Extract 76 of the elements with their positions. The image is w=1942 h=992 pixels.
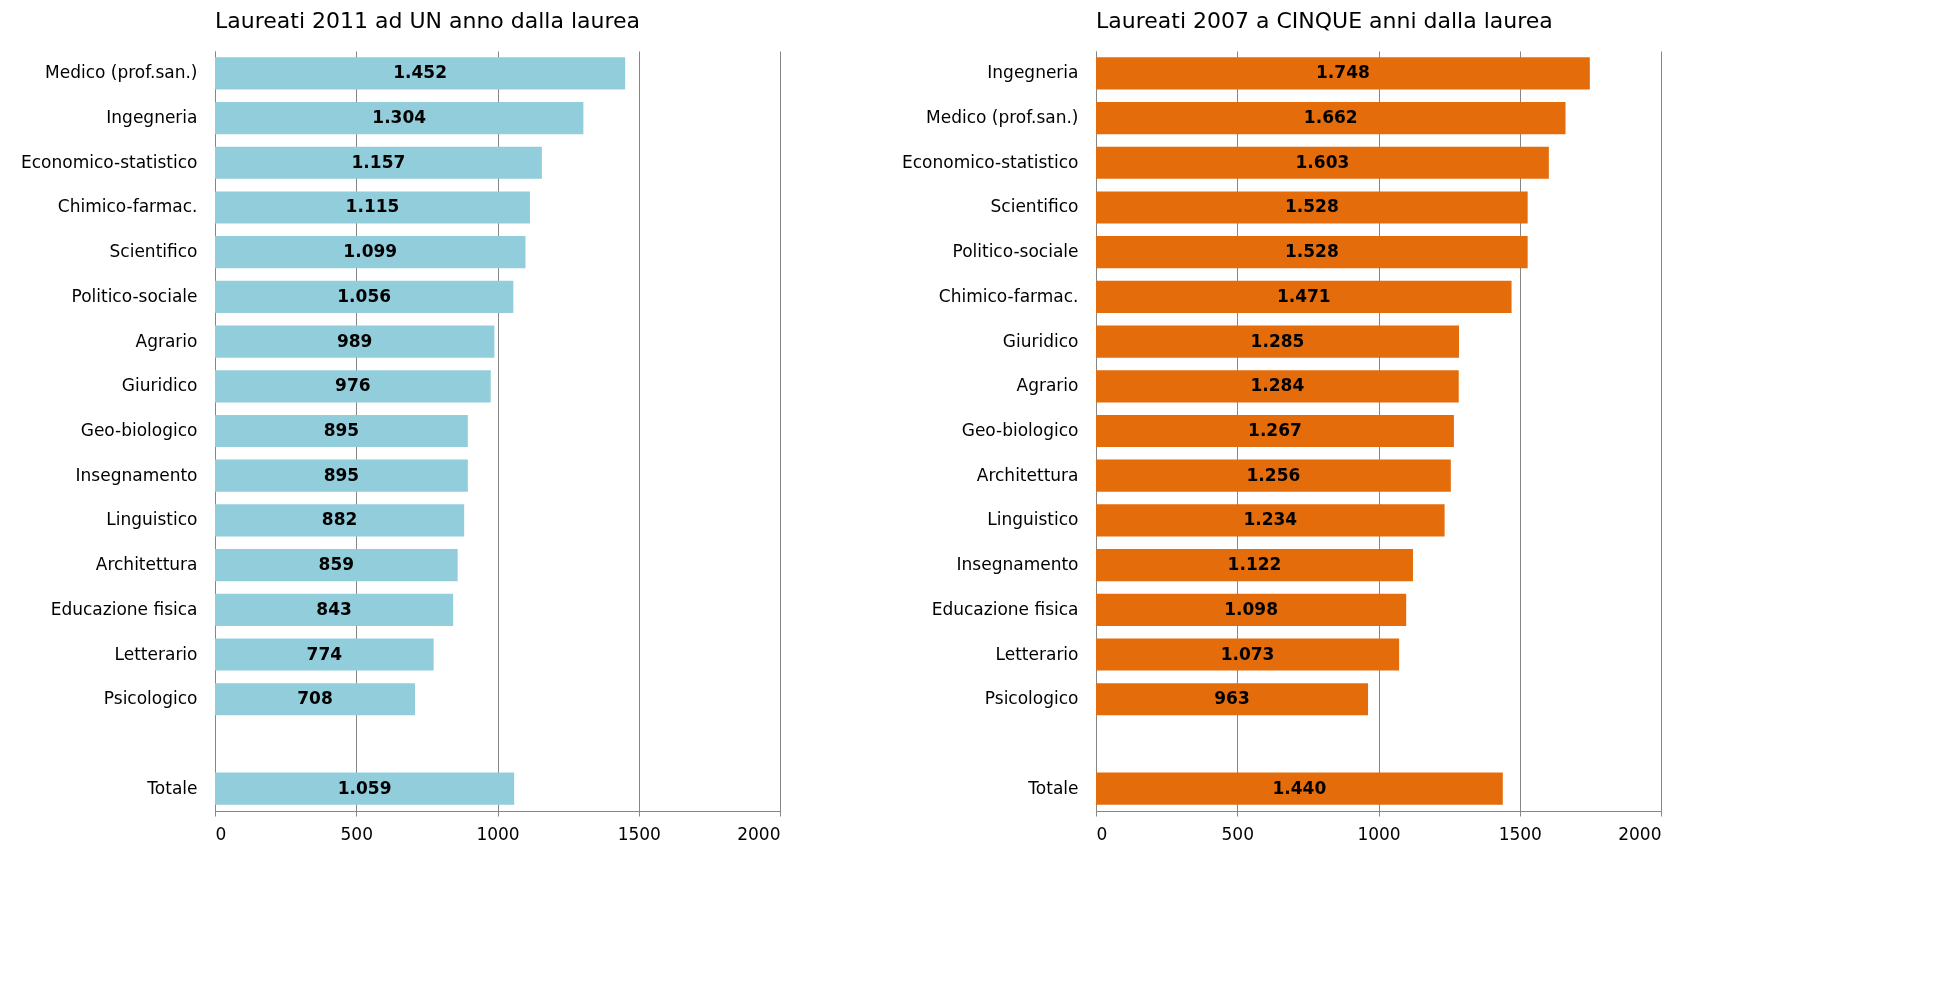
data-label: 895	[323, 420, 360, 440]
chart-title: Laureati 2007 a CINQUE anni dalla laurea	[1096, 8, 1553, 33]
y-tick-label: Educazione fisica	[931, 598, 1079, 619]
data-label: 963	[1214, 688, 1250, 709]
data-label: 1.122	[1227, 554, 1282, 575]
x-tick-label: 1500	[617, 823, 661, 844]
data-label: 1.603	[1295, 151, 1350, 172]
data-label: 1.471	[1276, 285, 1331, 306]
data-label: 1.099	[343, 241, 398, 262]
data-label: 1.157	[351, 151, 406, 172]
data-label: 843	[316, 598, 352, 619]
y-tick-label: Chimico-farmac.	[938, 285, 1079, 306]
data-label: 895	[323, 464, 360, 485]
x-tick-label: 1500	[1498, 823, 1542, 844]
y-tick-label: Psicologico	[103, 688, 198, 709]
data-label: 1.115	[345, 196, 400, 217]
y-tick-label: Geo-biologico	[80, 420, 198, 440]
y-tick-label: Agrario	[1016, 375, 1079, 396]
data-label: 989	[336, 330, 373, 351]
y-tick-label: Letterario	[995, 643, 1079, 664]
x-tick-label: 1000	[476, 823, 520, 844]
x-tick-label: 2000	[1618, 823, 1662, 844]
data-label: 1.662	[1303, 107, 1358, 128]
y-tick-label: Educazione fisica	[50, 598, 198, 619]
y-tick-label: Architettura	[95, 554, 198, 575]
data-label: 1.056	[337, 285, 392, 306]
y-tick-label: Linguistico	[106, 509, 198, 530]
y-tick-label: Politico-sociale	[71, 285, 198, 306]
y-tick-label: Totale	[1027, 777, 1079, 798]
data-label: 774	[306, 643, 343, 664]
y-tick-label: Economico-statistico	[21, 151, 198, 172]
data-label: 976	[335, 375, 371, 396]
y-tick-label: Medico (prof.san.)	[45, 62, 198, 83]
data-label: 1.267	[1248, 420, 1302, 440]
data-label: 1.256	[1246, 464, 1301, 485]
y-tick-label: Giuridico	[121, 375, 198, 396]
y-tick-label: Totale	[146, 777, 198, 798]
data-label: 1.528	[1284, 241, 1339, 262]
x-tick-label: 0	[1096, 823, 1108, 844]
x-tick-label: 500	[340, 823, 373, 844]
y-tick-label: Giuridico	[1002, 330, 1079, 351]
y-tick-label: Scientifico	[109, 241, 198, 262]
data-label: 859	[318, 554, 355, 575]
data-label: 708	[297, 688, 333, 709]
data-label: 1.234	[1243, 509, 1298, 530]
x-tick-label: 0	[215, 823, 227, 844]
data-label: 1.285	[1250, 330, 1305, 351]
data-label: 1.059	[337, 777, 392, 798]
y-tick-label: Medico (prof.san.)	[926, 107, 1079, 128]
y-tick-label: Letterario	[114, 643, 198, 664]
y-tick-label: Insegnamento	[75, 464, 198, 485]
y-tick-label: Ingegneria	[987, 62, 1079, 83]
x-tick-label: 2000	[737, 823, 781, 844]
x-tick-label: 500	[1221, 823, 1254, 844]
y-tick-label: Geo-biologico	[961, 420, 1079, 440]
y-tick-label: Ingegneria	[106, 107, 198, 128]
y-tick-label: Psicologico	[984, 688, 1079, 709]
y-tick-label: Architettura	[976, 464, 1079, 485]
y-tick-label: Economico-statistico	[902, 151, 1079, 172]
x-tick-label: 1000	[1357, 823, 1401, 844]
data-label: 1.304	[372, 107, 427, 128]
y-tick-label: Agrario	[135, 330, 198, 351]
chart-title: Laureati 2011 ad UN anno dalla laurea	[215, 8, 641, 33]
data-label: 1.452	[393, 62, 447, 83]
data-label: 1.073	[1220, 643, 1275, 664]
y-tick-label: Scientifico	[990, 196, 1079, 217]
y-tick-label: Insegnamento	[956, 554, 1079, 575]
data-label: 1.748	[1316, 62, 1370, 83]
y-tick-label: Linguistico	[987, 509, 1079, 530]
data-label: 1.284	[1250, 375, 1305, 396]
y-tick-label: Politico-sociale	[952, 241, 1079, 262]
data-label: 1.098	[1224, 598, 1278, 619]
data-label: 882	[321, 509, 358, 530]
data-label: 1.440	[1272, 777, 1327, 798]
data-label: 1.528	[1284, 196, 1339, 217]
y-tick-label: Chimico-farmac.	[57, 196, 198, 217]
